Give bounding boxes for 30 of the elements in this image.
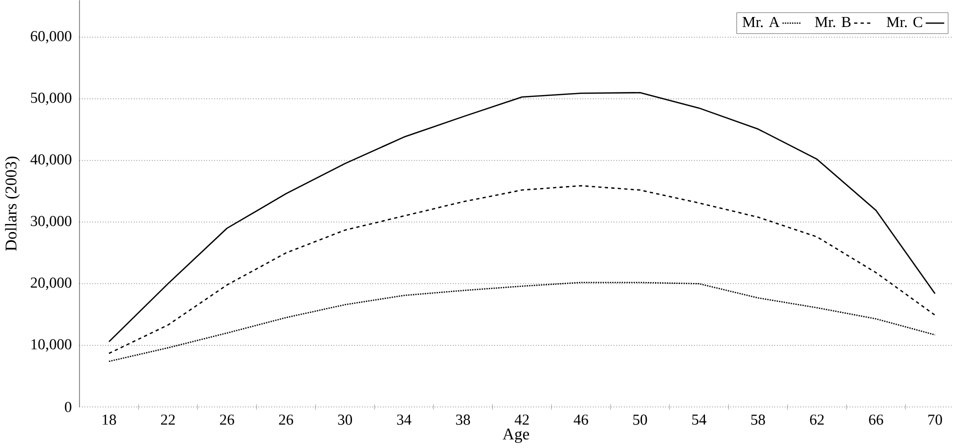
x-tick-label: 38 (456, 414, 470, 425)
x-tick-label: 66 (869, 414, 884, 425)
x-tick-label: 46 (574, 414, 588, 425)
y-tick-label: 50,000 (31, 92, 72, 106)
x-tick-label: 50 (633, 414, 648, 425)
y-tick-label: 30,000 (30, 216, 72, 228)
line-series (108, 282, 936, 362)
x-tick-label: 34 (397, 414, 412, 425)
x-tick-label: 26 (279, 414, 294, 425)
x-tick-label: 42 (514, 414, 529, 425)
y-tick-label: 0 (64, 402, 72, 412)
x-tick-label: 22 (161, 414, 175, 425)
legend-label: Mr. C (886, 16, 922, 28)
y-tick-label: 10,000 (31, 339, 72, 352)
y-tick-label: 40,000 (30, 154, 72, 167)
y-tick-label: 20,000 (30, 278, 72, 290)
legend-label: Mr. B (815, 17, 851, 28)
x-tick-label: 70 (928, 414, 942, 425)
x-tick-label: 58 (751, 414, 765, 425)
line-series (108, 185, 936, 354)
line-series (108, 92, 936, 342)
x-tick-label: 26 (220, 414, 234, 425)
y-tick-label: 60,000 (30, 30, 72, 44)
x-tick-label: 30 (338, 414, 352, 425)
x-tick-label: 18 (102, 414, 116, 425)
x-tick-label: 62 (810, 414, 824, 425)
x-tick-label: 54 (692, 414, 706, 425)
legend-label: Mr. A (742, 16, 780, 28)
x-axis-title: Age (502, 428, 530, 443)
y-axis-title: Dollars (2003) (5, 156, 20, 251)
